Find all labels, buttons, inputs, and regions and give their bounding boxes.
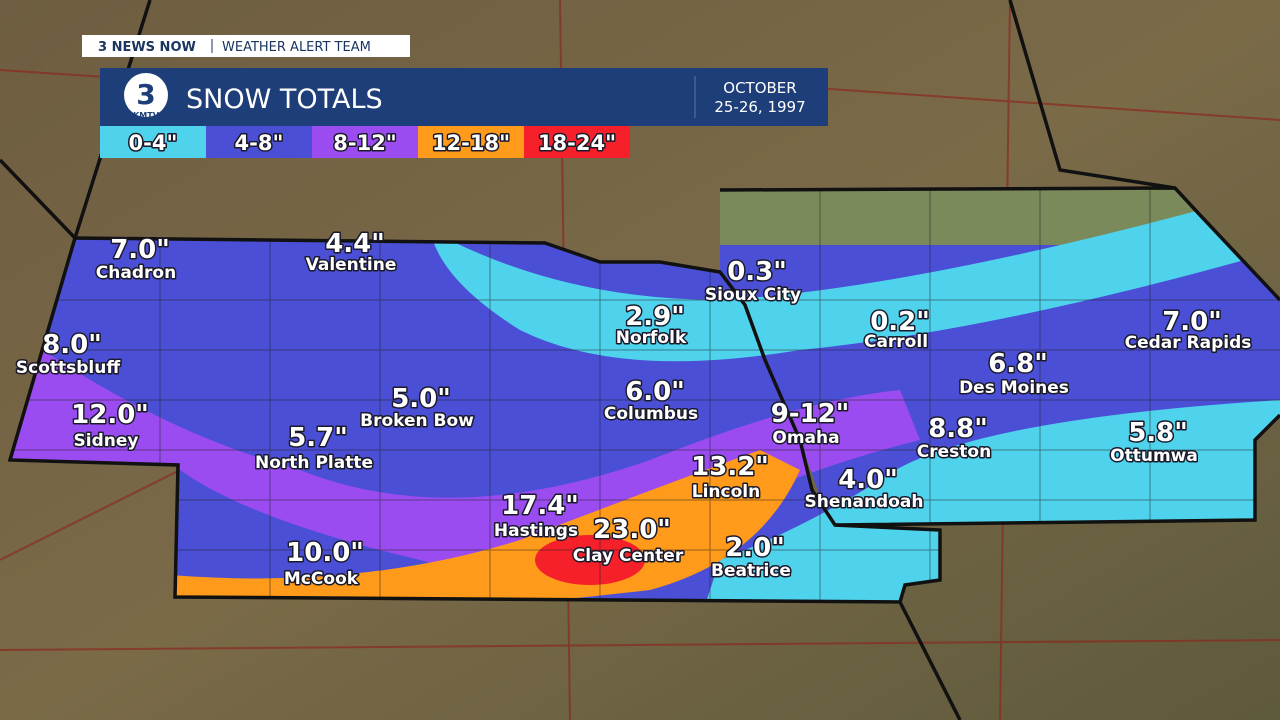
city-name: Clay Center bbox=[573, 546, 684, 566]
brand-bar bbox=[82, 35, 410, 57]
city-name: Hastings bbox=[494, 521, 578, 541]
city-name: Broken Bow bbox=[360, 411, 474, 431]
city-name: Columbus bbox=[604, 404, 698, 424]
legend-swatch bbox=[418, 126, 524, 158]
snow-total: 7.0" bbox=[1162, 307, 1222, 337]
logo-station: KMTV bbox=[133, 111, 160, 120]
title-bar bbox=[100, 68, 828, 126]
snow-total: 10.0" bbox=[286, 538, 364, 568]
snow-total: 9-12" bbox=[771, 399, 850, 429]
snow-total: 6.8" bbox=[988, 349, 1048, 379]
city-name: Sidney bbox=[74, 431, 139, 451]
team: WEATHER ALERT TEAM bbox=[222, 40, 371, 55]
legend-label: 8-12" bbox=[333, 131, 397, 155]
date-line: OCTOBER bbox=[723, 79, 796, 97]
city-name: Des Moines bbox=[959, 378, 1069, 398]
snow-total: 8.8" bbox=[928, 414, 988, 444]
city-name: North Platte bbox=[255, 453, 373, 473]
logo bbox=[124, 73, 168, 117]
date-line: 25-26, 1997 bbox=[714, 98, 805, 116]
snow-total: 7.0" bbox=[110, 235, 170, 265]
snow-total: 2.0" bbox=[725, 533, 785, 563]
city-name: Chadron bbox=[96, 263, 176, 283]
legend-swatch bbox=[100, 126, 206, 158]
legend-swatch bbox=[524, 126, 630, 158]
legend-label: 18-24" bbox=[538, 131, 616, 155]
city-labels: 7.0"Chadron4.4"Valentine8.0"Scottsbluff1… bbox=[14, 228, 1253, 591]
city-name: Shenandoah bbox=[805, 492, 924, 512]
city-name: Omaha bbox=[772, 428, 839, 448]
city-name: Ottumwa bbox=[1110, 446, 1198, 466]
snow-total: 0.3" bbox=[727, 257, 787, 287]
title: SNOW TOTALS bbox=[186, 84, 383, 115]
snow-total: 4.4" bbox=[325, 229, 385, 259]
legend: 0-4" 4-8" 8-12" 12-18" 18-24" bbox=[100, 126, 630, 158]
snow-total: 17.4" bbox=[501, 491, 579, 521]
city-name: Carroll bbox=[864, 332, 928, 352]
city-name: Norfolk bbox=[616, 328, 687, 348]
snow-bands bbox=[10, 188, 1280, 602]
snow-total: 2.9" bbox=[625, 302, 685, 332]
city-name: McCook bbox=[284, 569, 359, 589]
snow-total: 4.0" bbox=[838, 465, 898, 495]
snow-total: 6.0" bbox=[625, 377, 685, 407]
brand: 3 NEWS NOW bbox=[98, 40, 196, 55]
snow-total: 13.2" bbox=[691, 452, 769, 482]
logo-number: 3 bbox=[136, 78, 155, 111]
city-name: Creston bbox=[917, 442, 991, 462]
snow-total: 5.8" bbox=[1128, 418, 1188, 448]
city-name: Sioux City bbox=[705, 285, 801, 305]
legend-swatch bbox=[312, 126, 418, 158]
legend-label: 0-4" bbox=[129, 131, 178, 155]
snow-total: 12.0" bbox=[71, 400, 149, 430]
city-name: Scottsbluff bbox=[16, 358, 120, 378]
legend-label: 12-18" bbox=[432, 131, 510, 155]
snow-total: 0.2" bbox=[870, 307, 930, 337]
snow-total: 8.0" bbox=[42, 330, 102, 360]
city-name: Lincoln bbox=[692, 482, 760, 502]
city-name: Cedar Rapids bbox=[1125, 333, 1252, 353]
snow-total: 5.7" bbox=[288, 423, 348, 453]
legend-label: 4-8" bbox=[235, 131, 284, 155]
snow-total: 23.0" bbox=[593, 515, 671, 545]
city-name: Beatrice bbox=[711, 561, 791, 581]
city-name: Valentine bbox=[306, 255, 397, 275]
snow-total: 5.0" bbox=[391, 384, 451, 414]
header: 3 NEWS NOW WEATHER ALERT TEAM 3 KMTV SNO… bbox=[82, 35, 828, 126]
legend-swatch bbox=[206, 126, 312, 158]
